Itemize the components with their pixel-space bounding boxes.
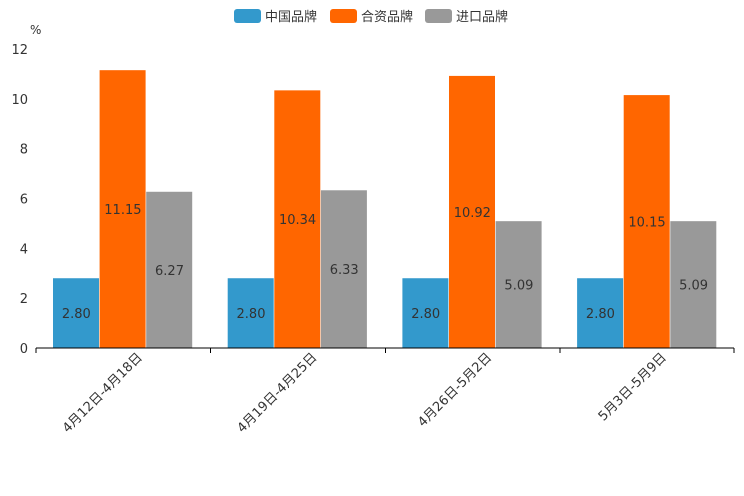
bar-series2-cat1	[99, 70, 146, 348]
legend-label: 进口品牌	[456, 9, 508, 25]
y-tick-label: 2	[20, 292, 28, 307]
data-label: 10.34	[279, 213, 316, 228]
bar-series2-cat3	[449, 75, 495, 348]
legend-item-1[interactable]: 中国品牌	[234, 9, 317, 25]
bars: 2.80 11.15 6.27 2.80 10.34 6.33 2.80 10.92 5.09 2…	[53, 70, 717, 349]
data-label: 2.80	[586, 307, 615, 322]
data-label: 6.27	[155, 264, 184, 279]
x-tick-label: 5月3日-5月9日	[596, 350, 670, 424]
x-tick-label: 4月26日-5月2日	[415, 350, 495, 430]
bar-series3-cat2	[320, 190, 367, 348]
bar-series1-cat4	[577, 278, 624, 348]
data-label: 5.09	[504, 279, 533, 294]
bar-series1-cat2	[227, 278, 274, 348]
legend-item-3[interactable]: 进口品牌	[425, 9, 508, 25]
data-label: 6.33	[330, 263, 359, 278]
data-label: 10.15	[628, 216, 665, 231]
bar-series3-cat1	[146, 191, 193, 348]
data-label: 2.80	[411, 307, 440, 322]
legend: 中国品牌 合资品牌 进口品牌	[234, 9, 508, 25]
data-label: 2.80	[62, 307, 91, 322]
legend-label: 合资品牌	[361, 9, 413, 25]
legend-swatch	[330, 9, 357, 23]
bar-series1-cat1	[53, 278, 99, 348]
x-tick-label: 4月12日-4月18日	[60, 350, 146, 436]
data-label: 2.80	[237, 307, 266, 322]
y-tick-label: 10	[11, 93, 28, 108]
x-axis: 4月12日-4月18日 4月19日-4月25日 4月26日-5月2日 5月3日-5月9…	[35, 347, 735, 436]
bar-series1-cat3	[402, 278, 449, 348]
data-label: 5.09	[679, 279, 708, 294]
y-tick-label: 4	[20, 242, 28, 257]
data-label: 11.15	[104, 203, 141, 218]
data-label: 10.92	[454, 206, 491, 221]
bar-series2-cat2	[274, 90, 321, 348]
bar-series3-cat4	[670, 221, 717, 348]
legend-swatch	[425, 9, 452, 23]
legend-swatch	[234, 9, 261, 23]
x-tick-label: 4月19日-4月25日	[235, 350, 321, 436]
y-tick-label: 6	[20, 193, 28, 208]
y-tick-label: 8	[20, 143, 28, 158]
y-axis-unit-label: %	[30, 23, 41, 37]
y-tick-label: 12	[11, 43, 28, 58]
y-axis: % 0 2 4 6 8 10 12	[11, 23, 41, 357]
bar-series2-cat4	[623, 95, 670, 349]
legend-label: 中国品牌	[265, 9, 317, 25]
legend-item-2[interactable]: 合资品牌	[330, 9, 413, 25]
y-tick-label: 0	[20, 342, 28, 357]
bar-series3-cat3	[495, 221, 542, 348]
